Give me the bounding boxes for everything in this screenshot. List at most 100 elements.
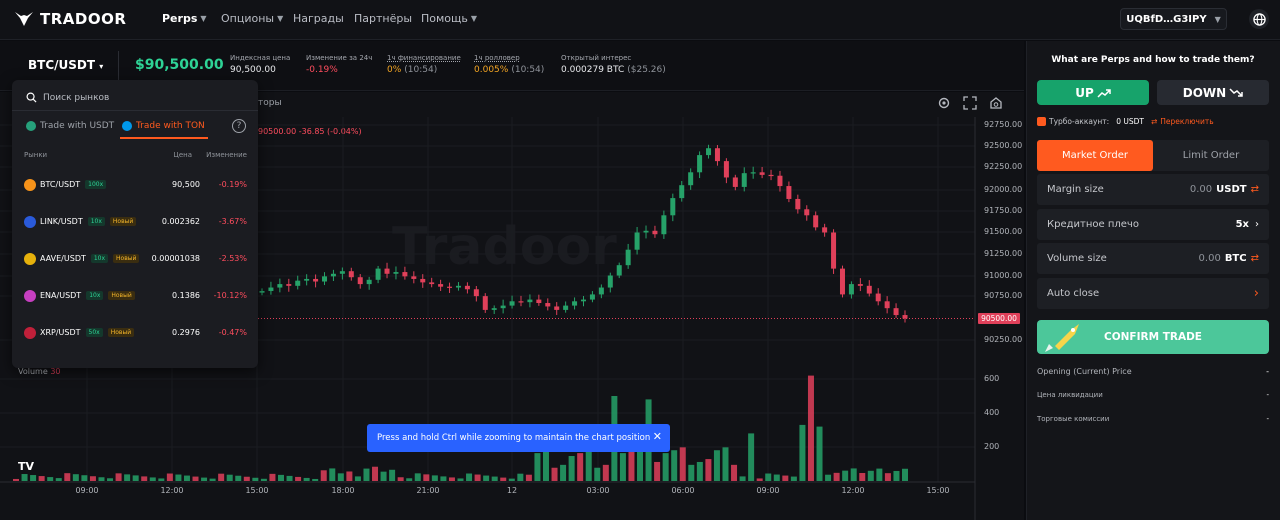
- market-row[interactable]: XRP/USDT 50x Новый 0.2976 -0.47%: [12, 314, 258, 351]
- market-symbol: LINK/USDT: [40, 217, 83, 226]
- tab-limit-order[interactable]: Limit Order: [1182, 150, 1240, 161]
- tradingview-logo-icon: TV: [18, 460, 35, 473]
- auto-close-field[interactable]: Auto close ›: [1037, 278, 1269, 309]
- volume-bar: [354, 476, 361, 481]
- volume-size-input[interactable]: 0.00: [1198, 253, 1221, 264]
- brand-logo[interactable]: TRADOOR: [14, 10, 126, 28]
- coin-icon: [24, 289, 36, 302]
- nav-rewards[interactable]: Награды: [293, 12, 344, 25]
- turbo-switch-link[interactable]: Переключить: [1160, 117, 1214, 126]
- ticker-stat: Открытый интерес 0.000279 BTC ($25.26): [561, 54, 666, 75]
- chart-watermark: Tradoor: [392, 217, 617, 277]
- coin-icon: [24, 215, 36, 228]
- gear-icon[interactable]: [937, 96, 951, 110]
- volume-bar: [842, 470, 849, 481]
- switch-icon: ⇄: [1150, 117, 1158, 126]
- volume-bar: [602, 464, 609, 481]
- ticker-stat-value: 0.005% (10:54): [474, 65, 544, 75]
- candle-body: [625, 249, 631, 266]
- trend-down-icon: [1229, 87, 1243, 97]
- volume-bar: [654, 461, 661, 481]
- volume-bar: [98, 477, 105, 481]
- candle-body: [804, 209, 810, 216]
- down-button[interactable]: DOWN: [1157, 80, 1269, 105]
- confirm-trade-button[interactable]: CONFIRM TRADE: [1037, 320, 1269, 354]
- tab-trade-ton[interactable]: Trade with TON: [122, 121, 205, 131]
- ticker-stat-label[interactable]: 1ч финансирование: [387, 54, 461, 62]
- leverage-field[interactable]: Кредитное плечо 5x ›: [1037, 209, 1269, 240]
- volume-bar: [833, 472, 840, 481]
- chevron-down-icon: ▼: [470, 14, 478, 23]
- close-icon[interactable]: ✕: [652, 430, 662, 443]
- search-input[interactable]: Поиск рынков: [43, 92, 110, 103]
- volume-bar: [38, 476, 45, 481]
- fullscreen-icon[interactable]: [963, 96, 977, 110]
- market-row[interactable]: AAVE/USDT 10x Новый 0.00001038 -2.53%: [12, 240, 258, 277]
- volume-bar: [867, 470, 874, 481]
- margin-size-field[interactable]: Margin size 0.00 USDT ⇄: [1037, 174, 1269, 205]
- volume-bar: [500, 477, 507, 481]
- screenshot-icon[interactable]: [989, 96, 1003, 110]
- nav-options[interactable]: Опционы ▼: [221, 12, 283, 25]
- tab-trade-usdt-label: Trade with USDT: [40, 121, 115, 131]
- volume-bar: [89, 476, 96, 481]
- nav-perps[interactable]: Perps ▼: [162, 12, 207, 25]
- candle-body: [509, 301, 515, 306]
- volume-bar: [389, 469, 396, 481]
- turbo-icon: [1037, 117, 1046, 126]
- market-row[interactable]: LINK/USDT 10x Новый 0.002362 -3.67%: [12, 203, 258, 240]
- time-tick-label: 09:00: [756, 486, 780, 495]
- ton-icon: [122, 121, 132, 131]
- time-tick-label: 21:00: [416, 486, 440, 495]
- candle-body: [714, 148, 720, 162]
- market-row[interactable]: ENA/USDT 10x Новый 0.1386 -10.12%: [12, 277, 258, 314]
- help-title-link[interactable]: What are Perps and how to trade them?: [1051, 55, 1255, 65]
- nav-partners[interactable]: Партнёры: [354, 12, 412, 25]
- tab-trade-usdt[interactable]: Trade with USDT: [26, 121, 114, 131]
- wallet-button[interactable]: UQBfD…G3IPY ▼: [1120, 8, 1227, 30]
- nav-help-label: Помощь: [421, 12, 468, 25]
- turbo-account: Турбо-аккаунт: 0 USDT ⇄ Переключить: [1037, 117, 1214, 126]
- candle-body: [339, 271, 345, 274]
- ticker-stat: Изменение за 24ч -0.19%: [306, 54, 372, 75]
- volume-bar: [218, 473, 225, 481]
- market-row[interactable]: BTC/USDT 100x 90,500 -0.19%: [12, 166, 258, 203]
- stat-extra: ($25.26): [627, 65, 666, 75]
- volume-bar: [807, 375, 814, 481]
- time-tick-label: 06:00: [671, 486, 695, 495]
- volume-bar: [876, 468, 883, 481]
- candle-body: [563, 305, 569, 310]
- search-icon: [26, 92, 37, 103]
- info-label: Торговые комиссии: [1037, 415, 1110, 423]
- pair-selector[interactable]: BTC/USDT ▾: [28, 58, 103, 72]
- swap-icon[interactable]: ⇄: [1250, 253, 1259, 264]
- globe-icon[interactable]: [1249, 9, 1269, 29]
- nav-help[interactable]: Помощь ▼: [421, 12, 477, 25]
- up-button[interactable]: UP: [1037, 80, 1149, 105]
- volume-size-field[interactable]: Volume size 0.00 BTC ⇄: [1037, 243, 1269, 274]
- wallet-address: UQBfD…G3IPY: [1126, 13, 1207, 25]
- market-search[interactable]: Поиск рынков: [26, 92, 109, 103]
- candle-body: [277, 284, 283, 288]
- margin-size-input[interactable]: 0.00: [1189, 184, 1213, 195]
- ticker-stat-label[interactable]: 1ч ролловер: [474, 54, 520, 62]
- candle-body: [482, 296, 488, 310]
- volume-bar: [252, 477, 259, 481]
- candle-body: [643, 230, 649, 233]
- market-price: 0.1386: [172, 291, 200, 300]
- swap-icon[interactable]: ⇄: [1250, 184, 1259, 195]
- volume-unit: BTC: [1224, 253, 1247, 264]
- volume-bar: [696, 461, 703, 481]
- candle-body: [866, 285, 872, 294]
- info-label: Opening (Current) Price: [1037, 367, 1132, 376]
- market-change: -3.67%: [218, 217, 247, 226]
- chevron-down-icon: ▼: [1214, 14, 1221, 24]
- chart-tab-indicators[interactable]: торы: [258, 98, 282, 108]
- candle-body: [884, 301, 890, 309]
- volume-bar: [628, 450, 635, 481]
- candle-body: [473, 289, 479, 297]
- help-icon[interactable]: ?: [232, 119, 246, 133]
- tab-market-order[interactable]: Market Order: [1037, 140, 1153, 171]
- candle-body: [813, 215, 819, 228]
- ticker-stat: Индексная цена 90,500.00: [230, 54, 290, 75]
